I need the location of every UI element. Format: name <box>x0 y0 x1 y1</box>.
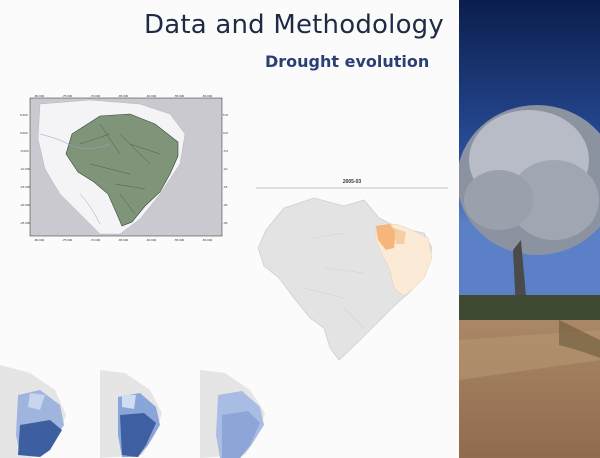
bottom-map-2 <box>100 370 162 458</box>
svg-text:-25.000: -25.000 <box>20 221 31 225</box>
svg-text:-70.000: -70.000 <box>90 94 101 98</box>
bottom-map-1 <box>0 365 66 458</box>
svg-text:-65.000: -65.000 <box>118 238 129 242</box>
svg-text:-20.000: -20.000 <box>223 203 228 207</box>
svg-text:-10.000: -10.000 <box>20 167 31 171</box>
svg-text:-15.000: -15.000 <box>20 185 31 189</box>
svg-text:-25.000: -25.000 <box>223 221 228 225</box>
svg-text:5.000: 5.000 <box>223 113 228 117</box>
svg-text:-75.000: -75.000 <box>62 238 73 242</box>
svg-text:-60.000: -60.000 <box>146 94 157 98</box>
svg-text:-5.000: -5.000 <box>20 149 29 153</box>
drought-map <box>256 187 448 361</box>
svg-text:-75.000: -75.000 <box>62 94 73 98</box>
page-subtitle: Drought evolution <box>265 52 430 71</box>
page-title: Data and Methodology <box>144 10 444 40</box>
svg-text:-55.000: -55.000 <box>174 94 185 98</box>
landscape-photo <box>459 0 600 458</box>
svg-text:-60.000: -60.000 <box>146 238 157 242</box>
bottom-map-3 <box>200 370 265 458</box>
svg-text:-15.000: -15.000 <box>223 185 228 189</box>
svg-text:-50.000: -50.000 <box>202 238 213 242</box>
svg-text:-5.000: -5.000 <box>223 149 228 153</box>
svg-text:-20.000: -20.000 <box>20 203 31 207</box>
svg-text:0.000: 0.000 <box>223 131 228 135</box>
svg-text:-50.000: -50.000 <box>202 94 213 98</box>
svg-text:-55.000: -55.000 <box>174 238 185 242</box>
drought-map-date: 2005-03 <box>342 179 362 185</box>
svg-text:-65.000: -65.000 <box>118 94 129 98</box>
svg-text:5.000: 5.000 <box>20 113 28 117</box>
svg-text:0.000: 0.000 <box>20 131 28 135</box>
svg-text:-10.000: -10.000 <box>223 167 228 171</box>
svg-text:-80.000: -80.000 <box>34 238 45 242</box>
study-area-map: -80.000 -75.000 -70.000 -65.000 -60.000 -55.0… <box>20 94 228 242</box>
svg-text:-70.000: -70.000 <box>90 238 101 242</box>
svg-text:-80.000: -80.000 <box>34 94 45 98</box>
